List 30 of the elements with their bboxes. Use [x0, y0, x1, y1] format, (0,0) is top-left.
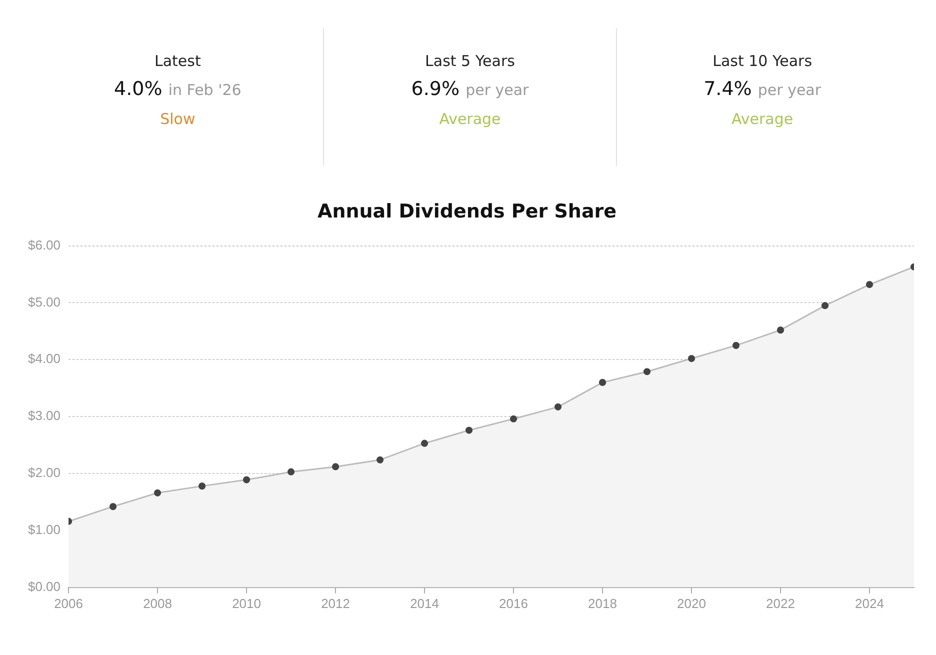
x-tick-label: 2022: [766, 596, 795, 611]
x-tick-label: 2014: [410, 596, 439, 611]
text: per year: [758, 81, 822, 99]
text: 7.4%: [704, 78, 752, 100]
y-tick-label: $0.00: [28, 578, 61, 594]
x-tick-label: 2008: [143, 596, 172, 611]
text: 4.0%: [114, 78, 162, 100]
x-tick-label: 2012: [321, 596, 350, 611]
text: Latest: [153, 52, 202, 70]
x-tick-label: 2006: [54, 596, 83, 611]
text: Average: [730, 110, 794, 128]
text: Last 5 Years: [424, 52, 516, 70]
x-tick-label: 2016: [499, 596, 528, 611]
y-tick-label: $3.00: [28, 408, 61, 424]
text: in Feb '26: [168, 81, 242, 99]
y-tick-label: $6.00: [28, 237, 61, 252]
y-tick-label: $5.00: [28, 294, 61, 310]
text: per year: [466, 81, 529, 99]
text: Slow: [159, 110, 196, 128]
x-tick-label: 2024: [855, 596, 884, 611]
text: Last 10 Years: [712, 52, 814, 70]
x-tick-label: 2010: [232, 596, 261, 611]
text: Average: [438, 110, 502, 128]
y-tick-label: $2.00: [28, 465, 61, 480]
y-tick-label: $1.00: [28, 522, 61, 538]
y-tick-label: $4.00: [28, 351, 61, 366]
x-tick-label: 2020: [677, 596, 706, 611]
x-tick-label: 2018: [588, 596, 617, 611]
chart-title: Annual Dividends Per Share: [317, 200, 617, 222]
text: 6.9%: [411, 78, 460, 100]
